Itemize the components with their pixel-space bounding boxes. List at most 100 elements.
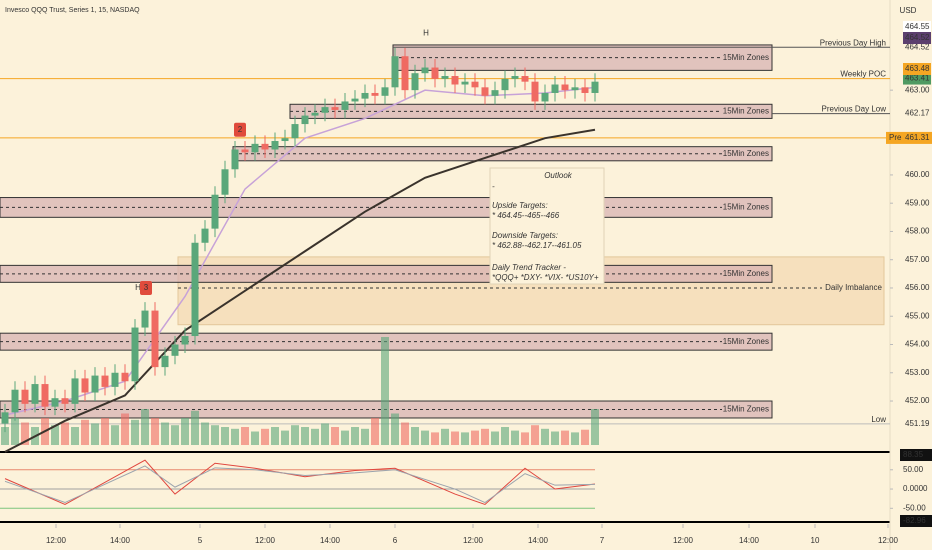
- candle-body: [121, 372, 129, 382]
- y-tick-label: 463.00: [905, 85, 930, 94]
- candle-body: [571, 87, 579, 91]
- candle-body: [311, 112, 319, 116]
- volume-bar: [501, 427, 509, 445]
- x-tick-label: 14:00: [320, 536, 341, 545]
- currency[interactable]: USD: [900, 6, 917, 15]
- x-tick-label: 7: [600, 536, 605, 545]
- volume-bar: [401, 422, 409, 445]
- candle-body: [61, 398, 69, 404]
- candle-body: [561, 84, 569, 91]
- zone-label: 15Min Zones: [723, 106, 769, 115]
- candle-body: [491, 90, 499, 96]
- outlook-title: Outlook: [544, 171, 573, 180]
- volume-bar: [201, 422, 209, 445]
- price-tag: [903, 32, 931, 44]
- candle-body: [221, 169, 229, 195]
- candle-body: [71, 378, 79, 404]
- candle-body: [181, 336, 189, 345]
- outlook-box: [489, 167, 605, 285]
- candle-body: [461, 81, 469, 85]
- volume-bar: [481, 428, 489, 445]
- level-tag: [886, 131, 932, 144]
- y-tick-label: 458.00: [905, 227, 930, 236]
- zone-label: 15Min Zones: [723, 53, 769, 62]
- volume-bar: [301, 427, 309, 445]
- candle-body: [381, 87, 389, 96]
- osc-tick-label: -82.96: [903, 516, 926, 525]
- x-tick-label: 6: [393, 536, 398, 545]
- candle-body: [171, 344, 179, 356]
- volume-bar: [211, 425, 219, 445]
- volume-bar: [231, 428, 239, 445]
- candle-body: [281, 138, 289, 142]
- y-tick-label: 457.00: [905, 255, 930, 264]
- candle-body: [1, 412, 9, 424]
- x-tick-label: 10: [811, 536, 820, 545]
- volume-bar: [161, 422, 169, 445]
- y-tick-label: 453.00: [905, 368, 930, 377]
- level-tag: [903, 72, 931, 85]
- level-label: Low: [871, 415, 886, 424]
- volume-bar: [541, 428, 549, 445]
- level-tag-value: 463.41: [905, 74, 930, 83]
- level-label: Previous Day Low: [822, 105, 887, 114]
- level-tag-value: 462.17: [905, 109, 930, 118]
- osc-tag: [900, 515, 932, 527]
- volume-bar: [531, 425, 539, 445]
- volume-bar: [251, 431, 259, 445]
- candle-body: [131, 327, 139, 382]
- price-tag: [903, 63, 931, 75]
- candle-body: [331, 107, 339, 110]
- candle-body: [481, 87, 489, 96]
- volume-bar: [551, 431, 559, 445]
- candle-body: [371, 92, 379, 96]
- outlook-line: Daily Trend Tracker -: [492, 263, 566, 272]
- volume-bar: [271, 427, 279, 445]
- volume-bar: [281, 430, 289, 445]
- y-tick-label: 460.00: [905, 170, 930, 179]
- volume-bar: [411, 427, 419, 445]
- candle-body: [421, 67, 429, 74]
- candle-body: [551, 84, 559, 93]
- volume-bar: [151, 418, 159, 445]
- candle-body: [531, 81, 539, 102]
- candle-body: [211, 194, 219, 229]
- candle-body: [251, 143, 259, 153]
- candle-body: [231, 149, 239, 170]
- volume-bar: [581, 429, 589, 445]
- volume-bar: [191, 410, 199, 445]
- level-label: Weekly POC: [840, 70, 886, 79]
- imbalance-label: Daily Imbalance: [825, 283, 882, 292]
- candle-body: [161, 355, 169, 368]
- outlook-line: *QQQ+ *DXY- *VIX- *US10Y+: [492, 273, 599, 282]
- volume-bar: [371, 418, 379, 445]
- volume-bar: [1, 427, 9, 445]
- volume-bar: [331, 427, 339, 445]
- x-tick-label: 14:00: [110, 536, 131, 545]
- x-tick-label: 12:00: [878, 536, 899, 545]
- volume-bar: [591, 409, 599, 445]
- outlook-line: Upside Targets:: [492, 201, 548, 210]
- volume-bar: [321, 423, 329, 445]
- volume-bar: [431, 432, 439, 445]
- outlook-line: * 464.45--465--466: [492, 211, 560, 220]
- volume-bar: [51, 425, 59, 445]
- candle-body: [21, 389, 29, 404]
- x-tick-label: 12:00: [255, 536, 276, 545]
- volume-bar: [491, 431, 499, 445]
- level-tag-value: 451.19: [905, 419, 930, 428]
- candle-body: [191, 242, 199, 337]
- outlook-line: Downside Targets:: [492, 231, 558, 240]
- candle-body: [101, 375, 109, 387]
- volume-bar: [21, 422, 29, 445]
- zone-label: 15Min Zones: [723, 405, 769, 414]
- signal-label: H: [135, 283, 141, 292]
- candle-body: [541, 92, 549, 102]
- y-tick-label: 454.00: [905, 340, 930, 349]
- candle-body: [41, 384, 49, 407]
- volume-bar: [101, 418, 109, 445]
- volume-bar: [61, 422, 69, 445]
- volume-bar: [261, 428, 269, 445]
- volume-bar: [291, 425, 299, 445]
- zone-label: 15Min Zones: [723, 337, 769, 346]
